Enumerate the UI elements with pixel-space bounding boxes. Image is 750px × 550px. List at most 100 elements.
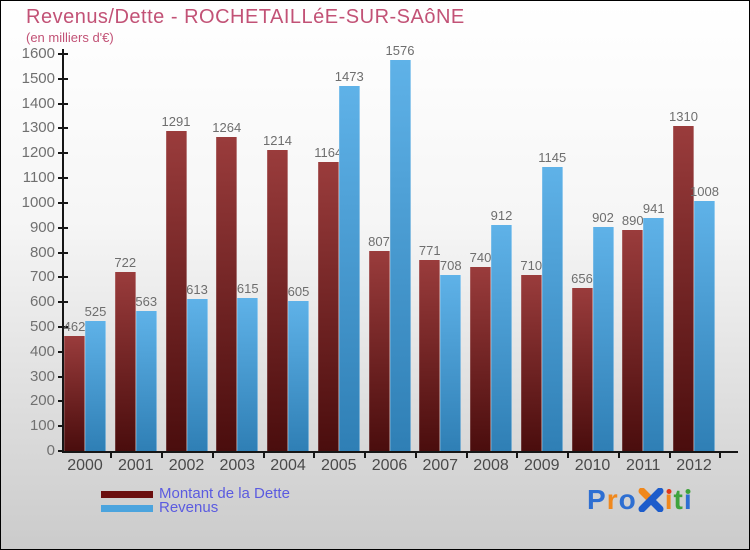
bar-revenus <box>694 201 715 451</box>
bar-dette <box>317 162 339 451</box>
x-axis-label: 2009 <box>523 457 560 474</box>
chart-subtitle: (en milliers d'€) <box>26 30 114 45</box>
y-axis-label: 500 <box>29 317 55 335</box>
bar-value-label: 740 <box>469 250 492 265</box>
bar-value-label: 1576 <box>385 43 415 58</box>
legend-swatch-revenus <box>101 504 153 512</box>
x-axis-label: 2006 <box>371 457 408 474</box>
x-axis-label: 2011 <box>626 457 661 474</box>
bar-dette <box>368 251 390 451</box>
legend: Montant de la Dette Revenus <box>101 485 290 516</box>
bar-revenus <box>491 225 512 451</box>
y-tick <box>58 450 68 452</box>
bar-value-label: 890 <box>621 213 644 228</box>
x-axis-label: 2012 <box>676 457 712 474</box>
bar-dette <box>114 272 136 451</box>
bar-revenus <box>288 301 309 451</box>
bar-dette <box>64 336 85 451</box>
y-axis-label: 1200 <box>21 144 55 162</box>
y-axis-label: 1300 <box>21 119 55 137</box>
bar-value-label: 912 <box>490 208 513 223</box>
bar-dette <box>520 275 542 451</box>
logo-i-dot <box>685 489 691 494</box>
y-tick <box>58 301 68 304</box>
bar-value-label: 708 <box>439 258 462 273</box>
x-tick <box>161 453 164 458</box>
y-axis-label: 1600 <box>21 45 55 62</box>
x-axis-label: 2004 <box>270 457 306 474</box>
x-tick <box>364 453 367 458</box>
y-tick <box>58 177 68 180</box>
bar-value-label: 941 <box>642 201 665 216</box>
x-axis-label: 2003 <box>219 457 256 474</box>
y-axis-label: 400 <box>29 342 55 360</box>
logo-i-dot <box>666 489 672 494</box>
x-tick <box>262 453 265 458</box>
x-tick <box>668 453 671 458</box>
x-axis-label: 2007 <box>422 457 459 474</box>
bar-revenus <box>85 321 106 451</box>
x-tick <box>313 453 316 458</box>
y-axis-label: 1400 <box>21 94 55 112</box>
logo-x-icon <box>638 487 664 513</box>
bar-revenus <box>237 298 259 451</box>
y-tick <box>58 276 68 279</box>
proxiti-logo: Pro ı tı <box>587 484 693 516</box>
bar-value-label: 1473 <box>334 69 364 84</box>
y-tick <box>58 201 68 204</box>
bar-dette <box>216 137 238 451</box>
bar-value-label: 613 <box>186 282 208 297</box>
logo-letter-p: P <box>587 484 607 515</box>
bar-value-label: 1008 <box>690 184 719 199</box>
y-tick <box>58 425 68 428</box>
x-tick <box>719 453 722 458</box>
bar-value-label: 771 <box>418 243 441 258</box>
logo-letter-i: ı <box>683 484 693 515</box>
logo-letter-i: ı <box>664 484 674 515</box>
bar-revenus <box>592 227 614 451</box>
y-axis-line <box>62 49 64 453</box>
x-tick <box>465 453 468 458</box>
bar-dette <box>267 150 288 451</box>
bar-dette <box>419 260 441 451</box>
x-tick <box>516 453 519 458</box>
x-axis-label: 2008 <box>473 457 509 474</box>
x-axis-label: 2001 <box>117 457 154 474</box>
y-tick <box>58 102 68 105</box>
bar-dette <box>622 230 644 451</box>
bar-revenus <box>440 275 462 451</box>
y-axis-label: 800 <box>29 243 55 261</box>
y-tick <box>58 325 68 328</box>
bar-value-label: 1264 <box>212 120 242 135</box>
x-axis-label: 2000 <box>67 457 103 474</box>
bar-value-label: 807 <box>368 234 390 249</box>
bar-value-label: 525 <box>84 304 107 319</box>
y-tick <box>58 400 68 403</box>
y-axis-label: 1500 <box>21 69 55 87</box>
legend-label-dette: Montant de la Dette <box>159 485 290 502</box>
logo-letter-r: r <box>606 484 619 515</box>
y-tick <box>58 77 68 80</box>
bar-value-label: 462 <box>63 319 86 334</box>
bar-value-label: 1310 <box>669 109 698 124</box>
legend-swatch-dette <box>101 490 153 498</box>
bar-value-label: 1291 <box>161 114 191 129</box>
bar-revenus <box>186 299 208 451</box>
y-tick <box>58 53 68 55</box>
y-tick <box>58 350 68 353</box>
legend-label-revenus: Revenus <box>159 499 219 516</box>
bar-revenus <box>541 167 563 451</box>
y-axis-label: 0 <box>46 442 55 459</box>
y-axis-label: 1100 <box>22 169 55 187</box>
bar-value-label: 1214 <box>263 133 292 148</box>
y-tick <box>58 127 68 130</box>
bar-dette <box>165 131 187 451</box>
bar-dette <box>673 126 694 451</box>
y-axis-label: 200 <box>29 392 55 410</box>
y-tick <box>58 251 68 254</box>
bar-dette <box>571 288 593 451</box>
legend-row-revenus: Revenus <box>101 499 290 516</box>
x-tick <box>211 453 214 458</box>
bar-value-label: 615 <box>236 281 259 296</box>
